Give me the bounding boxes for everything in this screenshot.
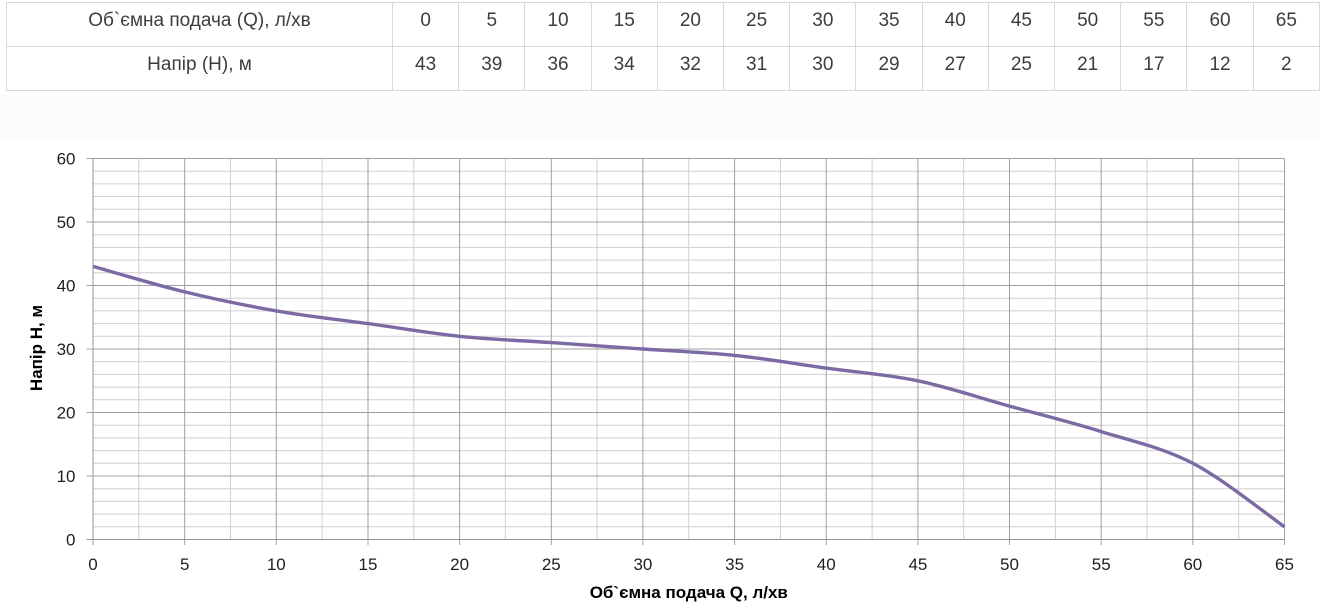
svg-text:10: 10 xyxy=(267,555,286,574)
svg-text:0: 0 xyxy=(66,531,75,550)
svg-text:45: 45 xyxy=(908,555,927,574)
svg-text:30: 30 xyxy=(57,340,76,359)
svg-text:35: 35 xyxy=(725,555,744,574)
svg-text:Об`ємна подача Q, л/хв: Об`ємна подача Q, л/хв xyxy=(590,583,788,602)
svg-text:20: 20 xyxy=(57,404,76,423)
svg-text:50: 50 xyxy=(1000,555,1019,574)
svg-text:5: 5 xyxy=(180,555,189,574)
svg-text:25: 25 xyxy=(542,555,561,574)
svg-text:20: 20 xyxy=(450,555,469,574)
svg-text:15: 15 xyxy=(359,555,378,574)
svg-text:65: 65 xyxy=(1275,555,1294,574)
svg-text:Напір Н, м: Напір Н, м xyxy=(27,305,46,391)
svg-text:60: 60 xyxy=(1183,555,1202,574)
svg-text:60: 60 xyxy=(57,150,76,169)
svg-text:10: 10 xyxy=(57,467,76,486)
svg-text:30: 30 xyxy=(633,555,652,574)
svg-text:55: 55 xyxy=(1092,555,1111,574)
svg-text:50: 50 xyxy=(57,213,76,232)
svg-text:40: 40 xyxy=(817,555,836,574)
svg-text:0: 0 xyxy=(88,555,97,574)
svg-text:40: 40 xyxy=(57,277,76,296)
